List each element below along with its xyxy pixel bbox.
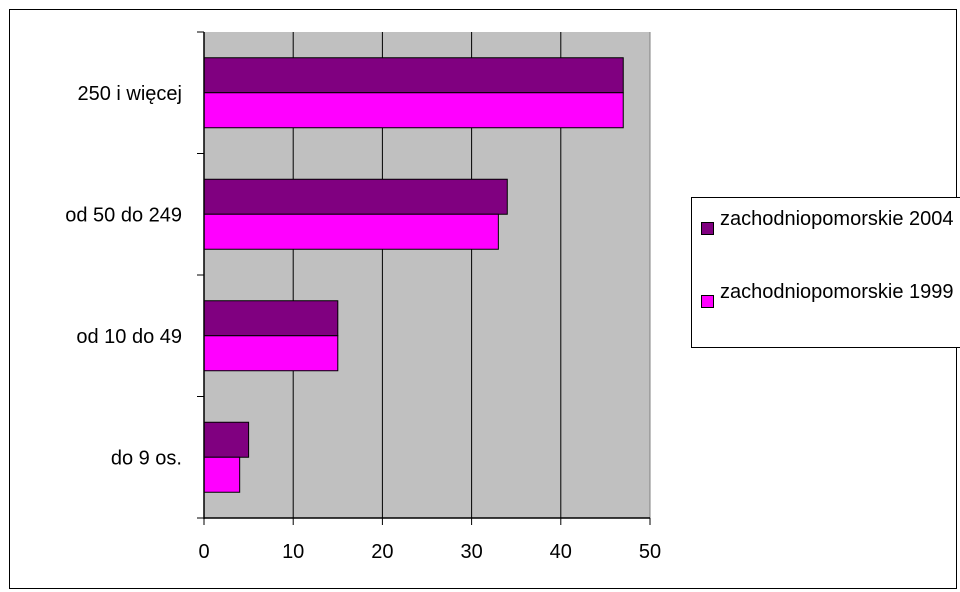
category-label-2: od 10 do 49: [76, 326, 182, 348]
category-label-1: od 50 do 249: [65, 204, 182, 226]
x-tick-label-10: 10: [282, 541, 304, 563]
bar-2004-2: [203, 300, 339, 337]
legend-label-2004: zachodniopomorskie 2004: [720, 208, 954, 230]
legend: zachodniopomorskie 2004 zachodniopomorsk…: [691, 197, 960, 348]
category-label-0: 250 i więcej: [77, 83, 182, 105]
bar-2004-3: [203, 421, 250, 458]
x-tick-label-0: 0: [198, 541, 209, 563]
bar-1999-0: [203, 92, 624, 129]
bar-2004-1: [203, 178, 508, 215]
x-tick-label-30: 30: [460, 541, 482, 563]
bar-1999-3: [203, 456, 241, 493]
bar-1999-2: [203, 335, 339, 372]
legend-swatch-2004: [701, 222, 714, 235]
bar-1999-1: [203, 213, 499, 250]
legend-label-1999: zachodniopomorskie 1999: [720, 281, 954, 303]
category-label-3: do 9 os.: [111, 447, 182, 469]
x-tick-label-40: 40: [550, 541, 572, 563]
x-tick-label-50: 50: [639, 541, 661, 563]
x-tick-label-20: 20: [371, 541, 393, 563]
bar-2004-0: [203, 57, 624, 94]
legend-swatch-1999: [701, 295, 714, 308]
